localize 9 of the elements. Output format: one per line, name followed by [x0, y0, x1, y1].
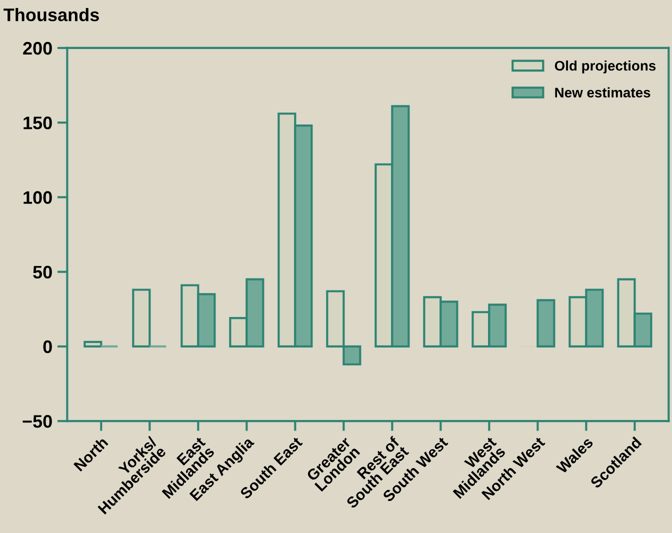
y-tick-label: 200: [23, 42, 52, 55]
legend-label: New estimates: [555, 87, 650, 98]
y-axis-title: Thousands: [4, 8, 99, 22]
y-tick-label: 50: [33, 266, 52, 279]
y-tick-label: −50: [22, 415, 52, 428]
y-tick-label: 150: [24, 116, 52, 130]
y-tick-label: 100: [24, 191, 52, 204]
y-tick-label: 0: [43, 340, 52, 354]
legend-label: Old projections: [554, 60, 656, 74]
